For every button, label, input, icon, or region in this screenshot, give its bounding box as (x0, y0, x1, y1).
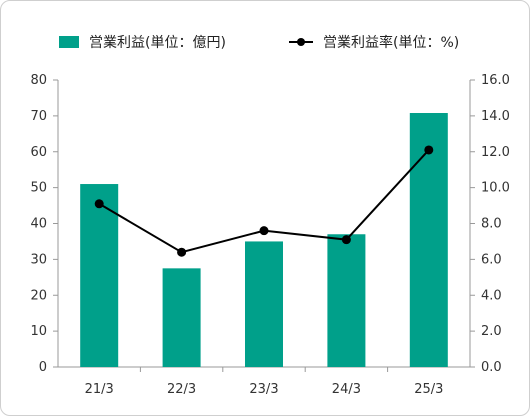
y-right-tick-label: 12.0 (481, 145, 510, 160)
bar (80, 184, 119, 367)
y-right-tick-label: 4.0 (481, 288, 502, 303)
line-point (177, 247, 187, 257)
bar (162, 268, 201, 367)
y-left-tick-label: 60 (30, 145, 47, 160)
y-right-tick-label: 16.0 (481, 73, 510, 88)
x-tick-label: 23/3 (249, 382, 278, 397)
line-point (94, 199, 104, 209)
legend-swatch-line (289, 36, 313, 48)
x-tick-label: 24/3 (332, 382, 361, 397)
line-point (341, 235, 351, 245)
y-left-tick-label: 10 (30, 324, 47, 339)
y-right-tick-label: 14.0 (481, 109, 510, 124)
bar (245, 241, 283, 367)
x-tick-label: 21/3 (85, 382, 114, 397)
y-left-tick-label: 30 (30, 252, 47, 267)
y-left-tick-label: 70 (30, 109, 47, 124)
legend-item-operating-margin: 営業利益率(単位：%) (289, 29, 459, 55)
legend: 営業利益(単位：億円) 営業利益率(単位：%) (1, 29, 530, 55)
line-series (98, 149, 430, 254)
y-left-tick-label: 0 (39, 360, 47, 375)
y-right-tick-label: 2.0 (481, 324, 502, 339)
y-left-tick-label: 20 (30, 288, 47, 303)
y-right-tick-label: 10.0 (481, 181, 510, 196)
y-right-tick-label: 0.0 (481, 360, 502, 375)
y-left-tick-label: 80 (30, 73, 47, 88)
bar (409, 113, 448, 367)
legend-item-operating-profit: 営業利益(単位：億円) (59, 29, 226, 55)
y-left-tick-label: 40 (30, 217, 47, 232)
legend-label-line: 営業利益率(単位：%) (323, 35, 460, 51)
y-right-tick-label: 6.0 (481, 252, 502, 267)
bar (327, 234, 366, 367)
line-point (259, 226, 269, 236)
legend-swatch-bar (59, 36, 79, 48)
x-tick-label: 22/3 (167, 382, 196, 397)
line-point (424, 145, 434, 155)
y-left-tick-label: 50 (30, 181, 47, 196)
legend-label-bar: 営業利益(単位：億円) (89, 35, 226, 51)
y-right-tick-label: 8.0 (481, 217, 502, 232)
x-tick-label: 25/3 (414, 382, 443, 397)
